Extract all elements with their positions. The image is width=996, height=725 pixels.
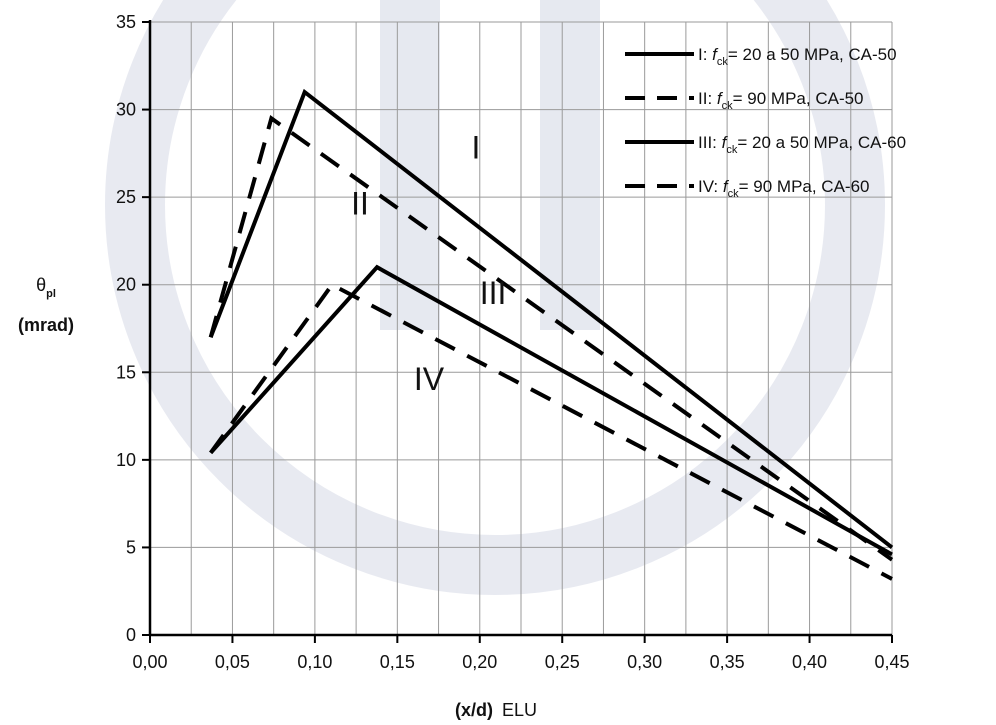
- y-tick-labels: 0 5 10 15 20 25 30 35: [116, 12, 136, 645]
- curve-label: I: [472, 130, 481, 166]
- x-tick-label: 0,35: [710, 652, 745, 672]
- legend-entry-label: II: fck= 90 MPa, CA-50: [698, 89, 864, 112]
- legend-prefix: IV:: [698, 177, 723, 196]
- x-tick-label: 0,00: [132, 652, 167, 672]
- y-tick-label: 20: [116, 275, 136, 295]
- y-tick-label: 30: [116, 100, 136, 120]
- grid: [150, 21, 893, 635]
- y-axis-title-unit: (mrad): [18, 315, 74, 335]
- x-tick-label: 0,15: [380, 652, 415, 672]
- y-axis-title-symbol: θpl: [36, 275, 56, 300]
- legend-variable-sub: ck: [722, 100, 734, 112]
- series-lines: [208, 88, 894, 581]
- x-tick-label: 0,45: [874, 652, 909, 672]
- x-tick-label: 0,25: [545, 652, 580, 672]
- y-tick-label: 0: [126, 625, 136, 645]
- legend-prefix: III:: [698, 133, 722, 152]
- watermark-logo: [105, 0, 885, 595]
- legend-variable: f: [722, 133, 729, 152]
- legend-text-rest: = 90 MPa, CA-60: [739, 177, 870, 196]
- legend-variable-sub: ck: [717, 56, 729, 68]
- legend-entry-label: I: fck= 20 a 50 MPa, CA-50: [698, 45, 897, 68]
- legend-text-rest: = 20 a 50 MPa, CA-50: [728, 45, 897, 64]
- x-axis-title-bold: (x/d): [455, 700, 493, 720]
- x-axis-title-normal: ELU: [502, 700, 537, 720]
- legend-variable: f: [723, 177, 730, 196]
- legend-text-rest: = 20 a 50 MPa, CA-60: [737, 133, 906, 152]
- axes: [142, 20, 893, 643]
- legend-variable-sub: ck: [726, 144, 738, 156]
- y-tick-label: 5: [126, 537, 136, 557]
- x-tick-labels: 0,00 0,05 0,10 0,15 0,20 0,25 0,30 0,35 0,40 0,45: [132, 652, 909, 672]
- x-tick-label: 0,30: [627, 652, 662, 672]
- series-line-4: [209, 282, 893, 581]
- legend-prefix: I:: [698, 45, 712, 64]
- y-tick-label: 15: [116, 362, 136, 382]
- curve-label: IV: [414, 361, 445, 397]
- x-tick-label: 0,40: [792, 652, 827, 672]
- legend-text-rest: = 90 MPa, CA-50: [733, 89, 864, 108]
- legend-variable: f: [712, 45, 719, 64]
- series-line-1: [208, 88, 894, 550]
- curve-label: II: [351, 186, 369, 222]
- x-tick-label: 0,10: [297, 652, 332, 672]
- series-line-3: [209, 264, 893, 557]
- x-tick-label: 0,05: [215, 652, 250, 672]
- x-axis-title: (x/d) ELU: [455, 700, 537, 720]
- y-axis-symbol-sub: pl: [46, 288, 56, 300]
- x-tick-label: 0,20: [462, 652, 497, 672]
- legend-entry-label: III: fck= 20 a 50 MPa, CA-60: [698, 133, 906, 156]
- legend-variable-sub: ck: [728, 188, 740, 200]
- legend-prefix: II:: [698, 89, 717, 108]
- legend-entry-label: IV: fck= 90 MPa, CA-60: [698, 177, 870, 200]
- legend-variable: f: [717, 89, 724, 108]
- y-tick-label: 35: [116, 12, 136, 32]
- y-tick-label: 10: [116, 450, 136, 470]
- curve-label: III: [480, 275, 507, 311]
- series-line-2: [208, 115, 894, 562]
- y-axis-symbol: θ: [36, 275, 46, 295]
- y-tick-label: 25: [116, 187, 136, 207]
